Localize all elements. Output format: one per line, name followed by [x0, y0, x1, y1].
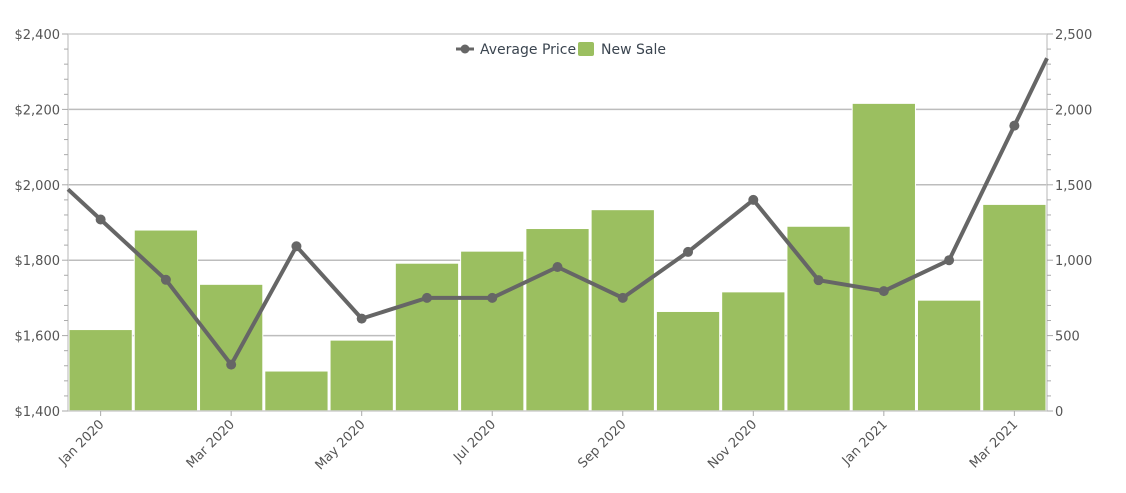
left-tick-label: $1,400 [15, 405, 61, 420]
right-tick-label: 2,500 [1055, 28, 1092, 43]
price-line [66, 57, 1049, 370]
x-tick-label: Jan 2021 [839, 417, 891, 469]
price-point-feb-2021 [944, 255, 955, 266]
right-tick-label: 0 [1055, 405, 1063, 420]
legend: Average Price New Sale [456, 42, 666, 58]
left-tick-label: $1,800 [15, 254, 61, 269]
price-point-apr-2020 [291, 241, 302, 252]
price-point-aug-2020 [552, 261, 563, 272]
right-tick-label: 2,000 [1055, 103, 1092, 118]
bar-mar-2021 [982, 203, 1047, 412]
price-point-mar-2020 [226, 359, 237, 370]
left-tick-label: $2,000 [15, 179, 61, 194]
legend-square-swatch [578, 42, 594, 56]
bar-jun-2020 [394, 262, 460, 412]
x-tick-label: Jul 2020 [450, 417, 499, 466]
x-tick-label: Jan 2020 [56, 417, 108, 469]
axes [62, 33, 1053, 416]
bar-jan-2020 [68, 329, 133, 412]
right-tick-label: 1,000 [1055, 254, 1092, 269]
left-tick-label: $2,400 [15, 28, 61, 43]
x-tick-label: Sep 2020 [575, 417, 629, 471]
bar-nov-2020 [721, 291, 786, 412]
bar-jan-2021 [851, 102, 916, 412]
bar-jul-2020 [460, 250, 525, 412]
price-point-jun-2020 [421, 292, 432, 303]
bars [68, 102, 1047, 412]
bar-sep-2020 [590, 209, 655, 412]
left-tick-label: $2,200 [15, 103, 61, 118]
legend-item-new-sale[interactable]: New Sale [578, 42, 666, 58]
bar-apr-2020 [264, 370, 329, 412]
bar-mar-2020 [199, 283, 264, 412]
x-tick-label: Mar 2020 [184, 417, 238, 471]
x-tick-label: Mar 2021 [967, 417, 1021, 471]
x-tick-label: May 2020 [313, 417, 369, 473]
right-tick-label: 500 [1055, 330, 1080, 345]
price-point-sep-2020 [617, 292, 628, 303]
price-point-dec-2020 [813, 275, 824, 286]
price-point-jan-2021 [878, 286, 889, 297]
price-point-jul-2020 [487, 292, 498, 303]
x-tick-label: Nov 2020 [705, 417, 760, 472]
price-point-oct-2020 [683, 246, 694, 257]
bar-aug-2020 [525, 228, 590, 412]
legend-label: New Sale [601, 42, 666, 58]
legend-item-average-price[interactable]: Average Price [456, 42, 576, 58]
price-point-feb-2020 [160, 274, 171, 285]
bar-feb-2021 [916, 299, 982, 412]
price-point-mar-2021 [1009, 120, 1020, 131]
price-point-jan-2020 [95, 214, 106, 225]
bar-oct-2020 [655, 310, 721, 412]
right-tick-label: 1,500 [1055, 179, 1092, 194]
legend-label: Average Price [480, 42, 576, 58]
price-point-nov-2020 [748, 194, 759, 205]
legend-dot-swatch [460, 44, 470, 54]
left-tick-label: $1,600 [15, 330, 61, 345]
price-point-may-2020 [356, 313, 367, 324]
bar-may-2020 [329, 339, 394, 412]
